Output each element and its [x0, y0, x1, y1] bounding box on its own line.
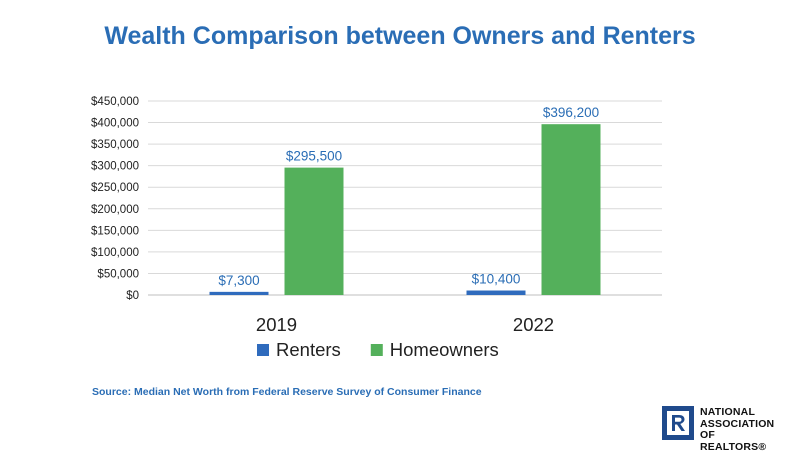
bar-renters-2022 [467, 291, 526, 295]
legend-swatch-homeowners [371, 344, 383, 356]
y-tick-label: $300,000 [91, 161, 139, 173]
logo-line-1: NATIONAL [700, 407, 787, 419]
y-tick-label: $350,000 [91, 139, 139, 151]
data-label: $396,200 [543, 105, 599, 120]
y-tick-label: $100,000 [91, 247, 139, 259]
logo-text: NATIONAL ASSOCIATION OF REALTORS® [700, 407, 787, 453]
source-note: Source: Median Net Worth from Federal Re… [92, 386, 482, 398]
y-tick-label: $150,000 [91, 225, 139, 237]
realtor-r-logo-icon [662, 406, 694, 440]
nar-logo: NATIONAL ASSOCIATION OF REALTORS® [662, 406, 787, 442]
legend-label: Homeowners [390, 339, 499, 360]
bar-chart: $0 $50,000 $100,000 $150,000 $200,000 $250,00… [0, 0, 800, 380]
logo-line-3: REALTORS® [700, 442, 787, 453]
x-tick-label: 2022 [513, 314, 554, 335]
data-label: $10,400 [472, 272, 521, 287]
bar-homeowners-2019 [285, 168, 344, 295]
legend-label: Renters [276, 339, 341, 360]
y-tick-label: $0 [126, 290, 139, 302]
bar-renters-2019 [210, 292, 269, 295]
y-tick-label: $250,000 [91, 182, 139, 194]
y-tick-label: $50,000 [97, 268, 139, 280]
y-tick-label: $450,000 [91, 96, 139, 108]
legend-swatch-renters [257, 344, 269, 356]
bar-homeowners-2022 [542, 124, 601, 295]
logo-line-2: ASSOCIATION OF [700, 419, 787, 442]
data-label: $7,300 [218, 273, 259, 288]
data-label: $295,500 [286, 149, 342, 164]
y-tick-label: $200,000 [91, 204, 139, 216]
y-tick-label: $400,000 [91, 118, 139, 130]
x-tick-label: 2019 [256, 314, 297, 335]
